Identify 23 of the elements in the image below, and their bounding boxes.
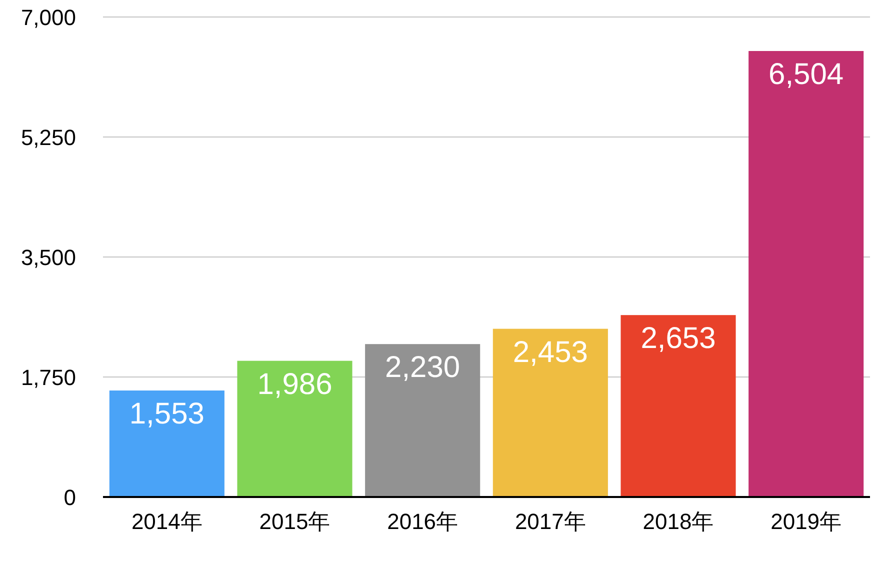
data-label: 1,553 (129, 398, 204, 431)
data-label: 6,504 (768, 58, 844, 92)
bar (365, 344, 480, 497)
bar (109, 390, 224, 497)
bar (748, 51, 864, 497)
y-tick-label: 5,250 (20, 125, 76, 150)
bar (620, 315, 736, 497)
x-tick-label: 2019年 (770, 509, 842, 534)
data-label: 2,653 (640, 322, 716, 356)
x-tick-label: 2017年 (514, 509, 586, 534)
x-tick-label: 2016年 (387, 509, 458, 534)
x-tick-label: 2018年 (642, 509, 714, 534)
y-tick-label: 7,000 (20, 5, 76, 30)
data-label: 2,453 (512, 336, 588, 369)
y-tick-label: 1,750 (20, 365, 76, 390)
data-label: 2,230 (385, 351, 460, 384)
x-tick-label: 2015年 (259, 509, 330, 534)
bar (492, 328, 608, 497)
x-tick-label: 2014年 (131, 509, 202, 534)
y-tick-label: 3,500 (20, 245, 76, 270)
y-tick-label: 0 (64, 485, 76, 510)
data-label: 1,986 (257, 368, 332, 401)
bar (237, 360, 352, 497)
